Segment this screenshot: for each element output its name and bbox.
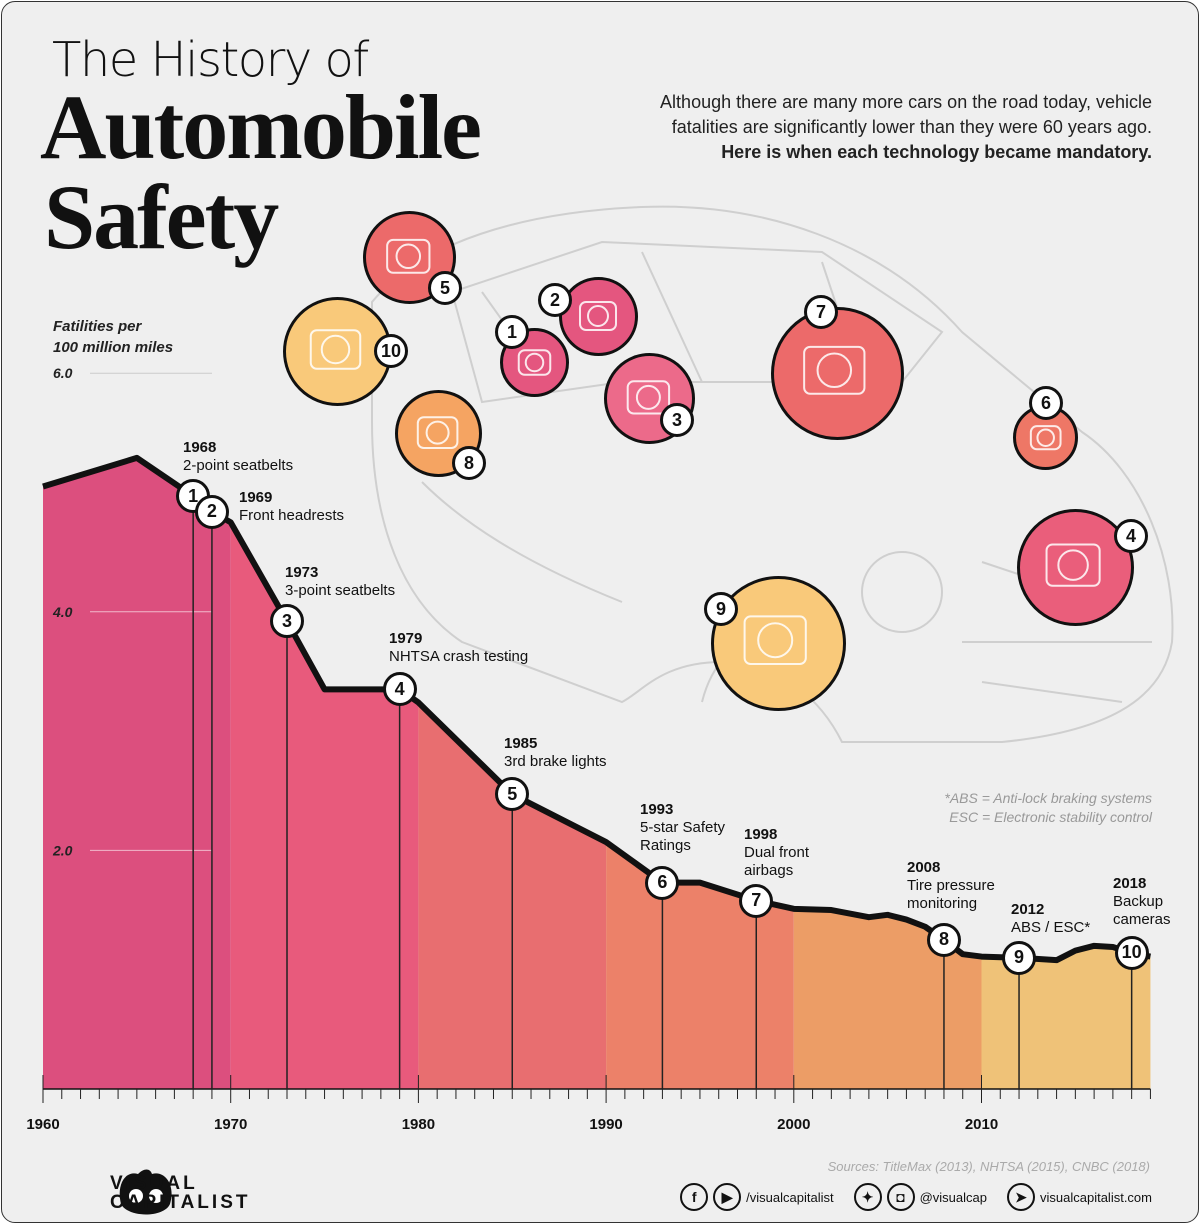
logo-line1: VISUAL xyxy=(110,1173,198,1194)
milestone-marker-3: 3 xyxy=(270,604,304,639)
y-tick-label: 2.0 xyxy=(52,842,73,858)
facebook-icon[interactable]: f xyxy=(680,1183,709,1211)
decade-band-1960 xyxy=(43,457,231,1089)
fatality-line xyxy=(42,454,1151,964)
milestone-label: 3rd brake lights xyxy=(504,753,607,770)
backup-camera-icon xyxy=(283,297,392,406)
milestone-year: 1973 xyxy=(285,564,319,581)
footnote-abs: *ABS = Anti-lock braking systems xyxy=(944,790,1152,806)
icon-number-badge: 3 xyxy=(660,403,694,437)
icon-number-badge: 5 xyxy=(428,271,462,305)
milestone-label: Tire pressure monitoring xyxy=(907,877,995,912)
twitter-icon[interactable]: ✦ xyxy=(853,1183,882,1211)
milestone-year: 2018 xyxy=(1113,875,1147,892)
milestone-year: 2012 xyxy=(1011,901,1045,918)
logo-wordmark: VISUAL CAPITALIST xyxy=(110,1174,250,1212)
icon-number-badge: 10 xyxy=(374,334,408,368)
milestone-marker-6: 6 xyxy=(645,865,680,900)
milestone-label: 5-star Safety Ratings xyxy=(640,819,726,854)
icon-number-badge: 9 xyxy=(704,592,738,626)
milestone-year: 1979 xyxy=(389,630,423,647)
x-tick-label: 1980 xyxy=(402,1116,435,1133)
website-link[interactable]: visualcapitalist.com xyxy=(1040,1189,1152,1205)
icon-number-badge: 2 xyxy=(538,283,572,317)
icon-number-badge: 6 xyxy=(1029,386,1063,420)
decade-band-1970 xyxy=(230,522,419,1089)
sources: Sources: TitleMax (2013), NHTSA (2015), … xyxy=(827,1159,1150,1174)
milestone-marker-5: 5 xyxy=(495,777,530,812)
instagram-icon[interactable]: ◘ xyxy=(886,1183,915,1211)
x-tick-label: 1960 xyxy=(26,1116,59,1133)
facebook-youtube-link[interactable]: /visualcapitalist xyxy=(746,1189,834,1205)
footnote: *ABS = Anti-lock braking systems ESC = E… xyxy=(944,789,1152,827)
x-tick-label: 2010 xyxy=(965,1116,998,1133)
milestone-marker-4: 4 xyxy=(382,672,417,707)
cursor-icon[interactable]: ➤ xyxy=(1007,1183,1035,1211)
icon-number-badge: 1 xyxy=(495,315,529,349)
y-tick-label: 6.0 xyxy=(53,365,73,381)
milestone-year: 1968 xyxy=(183,439,217,456)
visual-capitalist-logo xyxy=(119,1169,172,1215)
title-prefix: The History of xyxy=(52,32,369,88)
youtube-icon[interactable]: ▶ xyxy=(713,1183,742,1211)
icon-number-badge: 4 xyxy=(1114,519,1148,553)
milestone-marker-9: 9 xyxy=(1002,940,1037,975)
intro-body: Although there are many more cars on the… xyxy=(660,92,1152,137)
milestone-marker-8: 8 xyxy=(926,922,961,957)
milestone-label: Dual front airbags xyxy=(744,844,810,879)
decade-band-2010 xyxy=(981,945,1151,1089)
x-tick-label: 2000 xyxy=(777,1116,810,1133)
headrest-icon xyxy=(559,277,638,356)
intro-bold: Here is when each technology became mand… xyxy=(721,142,1152,162)
logo-line2: CAPITALIST xyxy=(110,1192,251,1213)
x-tick-label: 1990 xyxy=(589,1116,622,1133)
milestone-label: 2-point seatbelts xyxy=(183,457,294,474)
milestone-label: ABS / ESC* xyxy=(1011,919,1091,936)
icon-number-badge: 7 xyxy=(804,295,838,329)
milestone-year: 1998 xyxy=(744,826,778,843)
y-tick-label: 4.0 xyxy=(52,604,73,620)
footnote-esc: ESC = Electronic stability control xyxy=(949,809,1152,825)
milestone-label: NHTSA crash testing xyxy=(389,648,529,665)
milestone-year: 1985 xyxy=(504,735,538,752)
icon-number-badge: 8 xyxy=(452,446,486,480)
milestone-label: Front headrests xyxy=(239,507,345,524)
x-tick-label: 1970 xyxy=(214,1116,247,1133)
milestone-marker-10: 10 xyxy=(1114,935,1149,970)
twitter-instagram-link[interactable]: @visualcap xyxy=(919,1189,987,1205)
milestone-label: 3-point seatbelts xyxy=(285,582,396,599)
airbag-icon xyxy=(771,307,904,440)
page-title-line1: Automobile xyxy=(40,76,482,178)
intro-text: Although there are many more cars on the… xyxy=(592,90,1152,165)
milestone-year: 2008 xyxy=(907,859,941,876)
milestone-marker-7: 7 xyxy=(739,883,774,918)
two-point-seatbelt-icon xyxy=(500,328,569,397)
page-title-line2: Safety xyxy=(44,166,279,268)
milestone-marker-2: 2 xyxy=(194,494,229,529)
social-links: f ▶ /visualcapitalist ✦ ◘ @visualcap ➤ v… xyxy=(680,1183,1152,1211)
y-axis-title: Fatilities per 100 million miles xyxy=(53,318,174,356)
milestone-label: Backup cameras xyxy=(1113,893,1171,928)
milestone-year: 1969 xyxy=(239,489,273,506)
milestone-year: 1993 xyxy=(640,801,674,818)
